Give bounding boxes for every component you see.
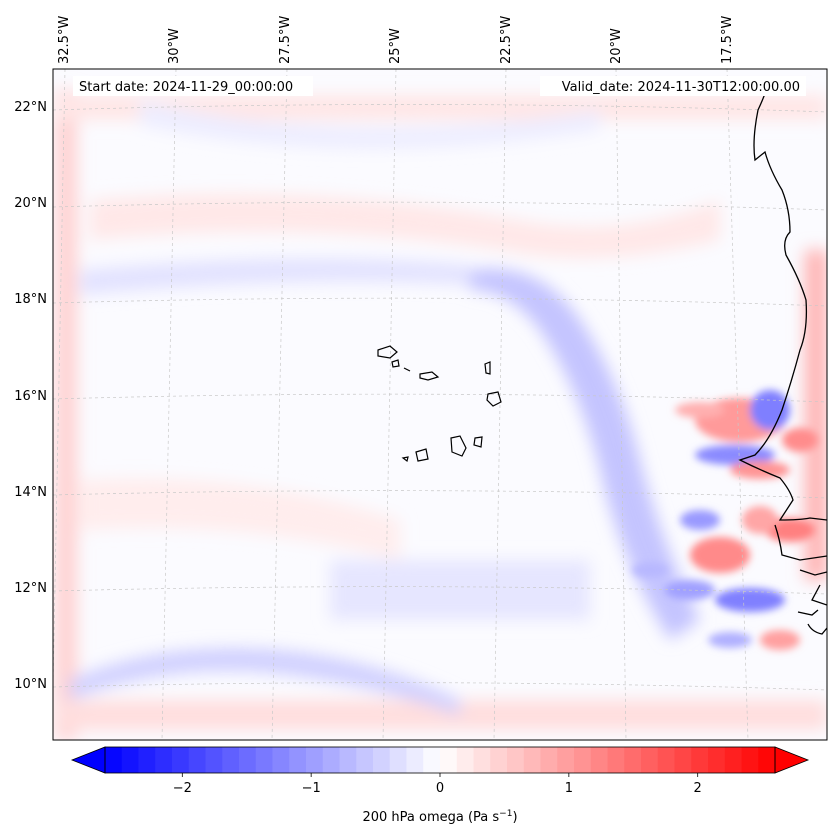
colorbar-segment bbox=[691, 747, 709, 773]
colorbar-segment bbox=[406, 747, 424, 773]
colorbar-ticks: −2 −1 0 1 2 bbox=[173, 773, 702, 796]
map-panel: Start date: 2024-11-29_00:00:00 Valid_da… bbox=[53, 69, 827, 740]
lon-label: 27.5°W bbox=[278, 16, 293, 64]
lon-label: 17.5°W bbox=[720, 16, 735, 64]
colorbar-segment bbox=[105, 747, 123, 773]
start-date-label: Start date: 2024-11-29_00:00:00 bbox=[79, 80, 293, 95]
lat-label: 16°N bbox=[14, 389, 47, 404]
longitude-labels: 32.5°W 30°W 27.5°W 25°W 22.5°W 20°W 17.5… bbox=[57, 16, 735, 64]
colorbar-segment bbox=[255, 747, 274, 773]
lon-label: 25°W bbox=[388, 28, 403, 64]
lat-label: 20°N bbox=[14, 196, 47, 211]
colorbar-segment bbox=[138, 747, 156, 773]
lat-label: 18°N bbox=[14, 292, 47, 307]
colorbar-segment bbox=[155, 747, 173, 773]
colorbar-segment bbox=[657, 747, 676, 773]
colorbar-segment bbox=[641, 747, 659, 773]
lon-label: 30°W bbox=[167, 28, 182, 64]
cape-verde-islands bbox=[377, 345, 502, 463]
colorbar-tick-label: 1 bbox=[565, 781, 573, 796]
colorbar-segment bbox=[741, 747, 759, 773]
colorbar-segment bbox=[339, 747, 357, 773]
colorbar-tick-label: 2 bbox=[694, 781, 702, 796]
colorbar-segment bbox=[188, 747, 207, 773]
colorbar-segment bbox=[423, 747, 441, 773]
colorbar-segment bbox=[356, 747, 374, 773]
colorbar-segment bbox=[590, 747, 609, 773]
colorbar: −2 −1 0 1 2 200 hPa omega (Pa s−1) bbox=[70, 746, 810, 825]
colorbar-segment bbox=[624, 747, 642, 773]
graticule bbox=[53, 69, 827, 740]
colorbar-segment bbox=[222, 747, 240, 773]
lon-label: 22.5°W bbox=[499, 16, 514, 64]
colorbar-title: 200 hPa omega (Pa s−1) bbox=[362, 809, 517, 825]
colorbar-segment bbox=[574, 747, 592, 773]
lat-label: 10°N bbox=[14, 677, 47, 692]
colorbar-segment bbox=[607, 747, 625, 773]
colorbar-segment bbox=[758, 747, 776, 773]
colorbar-segment bbox=[523, 747, 542, 773]
colorbar-segment bbox=[205, 747, 223, 773]
colorbar-segment bbox=[674, 747, 692, 773]
colorbar-segment bbox=[289, 747, 307, 773]
colorbar-segment bbox=[473, 747, 491, 773]
map-frame bbox=[52, 68, 828, 741]
start-date-box bbox=[73, 76, 313, 96]
colorbar-segment bbox=[456, 747, 475, 773]
lon-label: 20°W bbox=[609, 28, 624, 64]
valid-date-label: Valid_date: 2024-11-30T12:00:00.00 bbox=[562, 80, 800, 95]
lat-label: 22°N bbox=[14, 100, 47, 115]
colorbar-segment bbox=[557, 747, 575, 773]
colorbar-tick-label: −2 bbox=[173, 781, 192, 796]
colorbar-segment bbox=[172, 747, 190, 773]
colorbar-extend-low bbox=[70, 746, 106, 774]
colorbar-segment bbox=[724, 747, 743, 773]
omega-field bbox=[53, 90, 827, 740]
latitude-labels: 22°N 20°N 18°N 16°N 14°N 12°N 10°N bbox=[14, 100, 47, 692]
lon-label: 32.5°W bbox=[57, 16, 72, 64]
colorbar-segments bbox=[105, 747, 776, 773]
colorbar-tick-label: 0 bbox=[436, 781, 444, 796]
colorbar-extend-high bbox=[774, 746, 810, 774]
colorbar-segment bbox=[708, 747, 726, 773]
coastline bbox=[738, 79, 827, 635]
colorbar-segment bbox=[373, 747, 391, 773]
colorbar-segment bbox=[322, 747, 341, 773]
lat-label: 12°N bbox=[14, 581, 47, 596]
lat-label: 14°N bbox=[14, 485, 47, 500]
colorbar-segment bbox=[272, 747, 290, 773]
colorbar-segment bbox=[440, 747, 458, 773]
valid-date-box bbox=[540, 76, 806, 96]
colorbar-segment bbox=[540, 747, 558, 773]
colorbar-segment bbox=[121, 747, 140, 773]
colorbar-segment bbox=[490, 747, 508, 773]
colorbar-tick-label: −1 bbox=[302, 781, 321, 796]
colorbar-segment bbox=[507, 747, 525, 773]
colorbar-segment bbox=[306, 747, 324, 773]
colorbar-segment bbox=[239, 747, 257, 773]
colorbar-segment bbox=[389, 747, 408, 773]
